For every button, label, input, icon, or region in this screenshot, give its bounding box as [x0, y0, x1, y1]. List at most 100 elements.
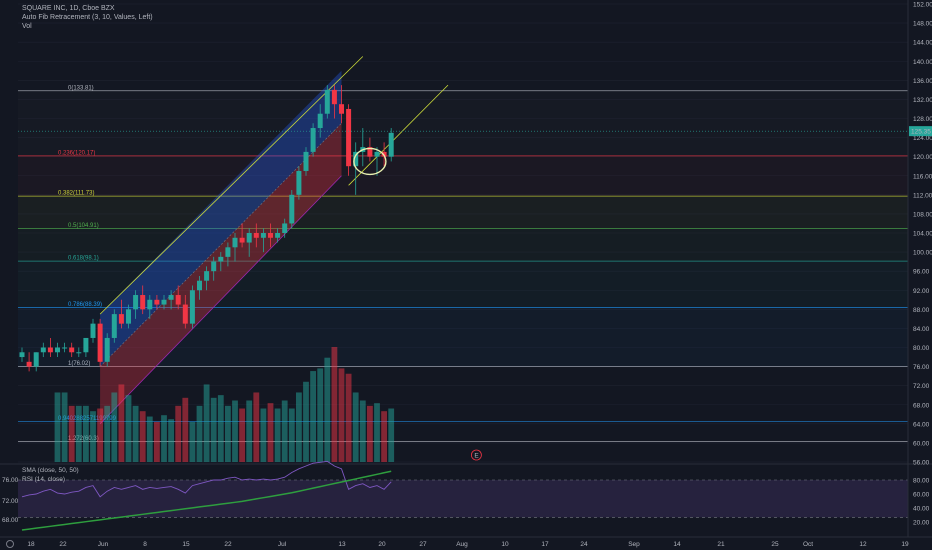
volume-bar — [352, 392, 359, 462]
fib-label: 0.5(104.91) — [68, 223, 99, 229]
time-tick: 21 — [717, 541, 725, 548]
candle-body — [275, 233, 281, 238]
rsi-tick: 20.00 — [913, 520, 930, 527]
candle-body — [154, 299, 160, 305]
time-tick: 19 — [901, 541, 909, 548]
candle-body — [189, 290, 195, 324]
fib-label: 0(133.81) — [68, 85, 94, 91]
candle-body — [388, 132, 394, 157]
time-tick: Jul — [278, 541, 287, 548]
highlight-ring — [353, 147, 387, 176]
fib-band — [18, 196, 908, 229]
time-tick: 17 — [541, 541, 549, 548]
price-tick: 128.00 — [913, 116, 932, 123]
volume-bar — [388, 408, 395, 462]
volume-bar — [118, 384, 125, 462]
fib-label: 0.618(98.1) — [68, 256, 99, 262]
sma-legend: SMA (close, 50, 50) — [22, 467, 79, 474]
volume-bar — [90, 411, 96, 462]
volume-bar — [274, 408, 281, 462]
volume-bar — [97, 408, 103, 462]
candle-body — [182, 304, 188, 324]
time-tick: 8 — [143, 541, 147, 548]
volume-bar — [381, 411, 387, 462]
volume-bar — [359, 400, 366, 462]
candle-body — [289, 194, 295, 224]
price-tick: 96.00 — [913, 269, 930, 276]
fib-legend: Auto Fib Retracement (3, 10, Values, Lef… — [22, 14, 153, 21]
candle-body — [296, 170, 302, 195]
last-price-badge — [909, 126, 932, 137]
fib-label: 0.236(120.17) — [58, 150, 95, 156]
candle-body — [331, 89, 337, 105]
volume-bar — [260, 408, 267, 462]
time-tick: 13 — [338, 541, 346, 548]
volume-bar — [111, 392, 118, 462]
price-tick: 148.00 — [913, 21, 932, 28]
candle-body — [126, 309, 131, 324]
candle-body — [175, 295, 181, 305]
volume-bar — [68, 405, 75, 462]
volume-bar — [239, 408, 245, 462]
time-tick: 25 — [771, 541, 779, 548]
volume-bar — [225, 405, 231, 462]
candle-body — [317, 113, 323, 129]
time-tick: 18 — [27, 541, 35, 548]
earnings-label: E — [474, 453, 479, 460]
earnings-icon — [470, 449, 482, 461]
settings-dot-icon[interactable] — [6, 540, 14, 548]
volume-bar — [367, 405, 373, 462]
candle-body — [33, 352, 39, 367]
price-tick: 104.00 — [913, 231, 932, 238]
price-tick: 132.00 — [913, 97, 932, 104]
candle-body — [133, 295, 139, 310]
rsi-tick: 60.00 — [913, 492, 930, 499]
volume-bar — [139, 411, 146, 462]
time-tick: 12 — [859, 541, 867, 548]
volume-bar — [303, 381, 309, 462]
time-tick: 14 — [673, 541, 681, 548]
candle-body — [232, 237, 238, 248]
volume-bar — [345, 373, 352, 462]
time-tick: 20 — [378, 541, 386, 548]
volume-bar — [246, 400, 253, 462]
candle-body — [168, 295, 174, 300]
candle-body — [303, 151, 309, 171]
volume-bar — [288, 408, 295, 462]
price-tick: 56.00 — [913, 460, 930, 467]
volume-bar — [54, 392, 61, 462]
candle-body — [374, 151, 380, 157]
rsi-tick: 80.00 — [913, 478, 930, 485]
fib-band — [18, 307, 908, 367]
time-tick: Sep — [628, 541, 640, 548]
candle-body — [324, 89, 330, 114]
candle-body — [47, 347, 53, 353]
volume-bar — [374, 403, 380, 462]
candle-body — [260, 233, 266, 238]
price-tick: 108.00 — [913, 211, 932, 218]
volume-bar — [168, 419, 174, 462]
sma-line — [21, 470, 392, 531]
volume-bar — [267, 403, 274, 462]
price-tick: 88.00 — [913, 307, 930, 314]
last-price-value: 125.35 — [911, 129, 931, 136]
volume-bar — [125, 395, 132, 462]
rsi-line — [21, 460, 392, 498]
sub-legend: SMA (close, 50, 50) RSI (14, close) — [22, 467, 79, 484]
time-tick: 22 — [224, 541, 232, 548]
channel-mid — [99, 123, 342, 367]
fib-label: 1(76.02) — [68, 361, 90, 367]
fib-label: 0.382(111.73) — [58, 191, 94, 197]
candle-body — [55, 347, 60, 353]
volume-bar — [338, 368, 345, 462]
price-tick: 116.00 — [913, 173, 932, 180]
candle-body — [268, 233, 273, 238]
grid — [18, 3, 908, 463]
price-tick: 152.00 — [913, 2, 932, 9]
time-tick: Jun — [98, 541, 109, 548]
candle-body — [310, 128, 316, 152]
candle-body — [239, 237, 245, 243]
candle-body — [353, 151, 359, 167]
